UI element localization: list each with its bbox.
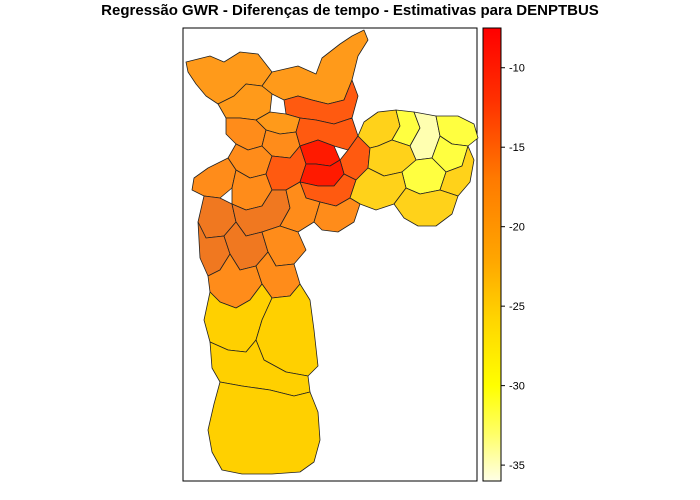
legend-tick-label: -10	[509, 63, 525, 75]
district-southwest-4	[313, 197, 361, 233]
legend-tick-label: -30	[509, 381, 525, 393]
district-north-2	[261, 29, 369, 105]
legend-ticks: -10 -15 -20 -25 -30 -35	[501, 63, 525, 472]
legend-color-bar	[482, 27, 502, 482]
map-frame	[182, 27, 478, 482]
district-east-10	[393, 187, 459, 227]
municipality-map	[185, 29, 479, 475]
color-legend: -10 -15 -20 -25 -30 -35	[482, 27, 525, 482]
legend-tick-label: -25	[509, 301, 525, 313]
legend-tick-label: -20	[509, 222, 525, 234]
district-west-3	[191, 157, 237, 199]
district-south-4	[207, 381, 321, 475]
legend-tick-label: -35	[509, 460, 525, 472]
legend-tick-label: -15	[509, 142, 525, 154]
map-title: Regressão GWR - Diferenças de tempo - Es…	[101, 2, 599, 19]
